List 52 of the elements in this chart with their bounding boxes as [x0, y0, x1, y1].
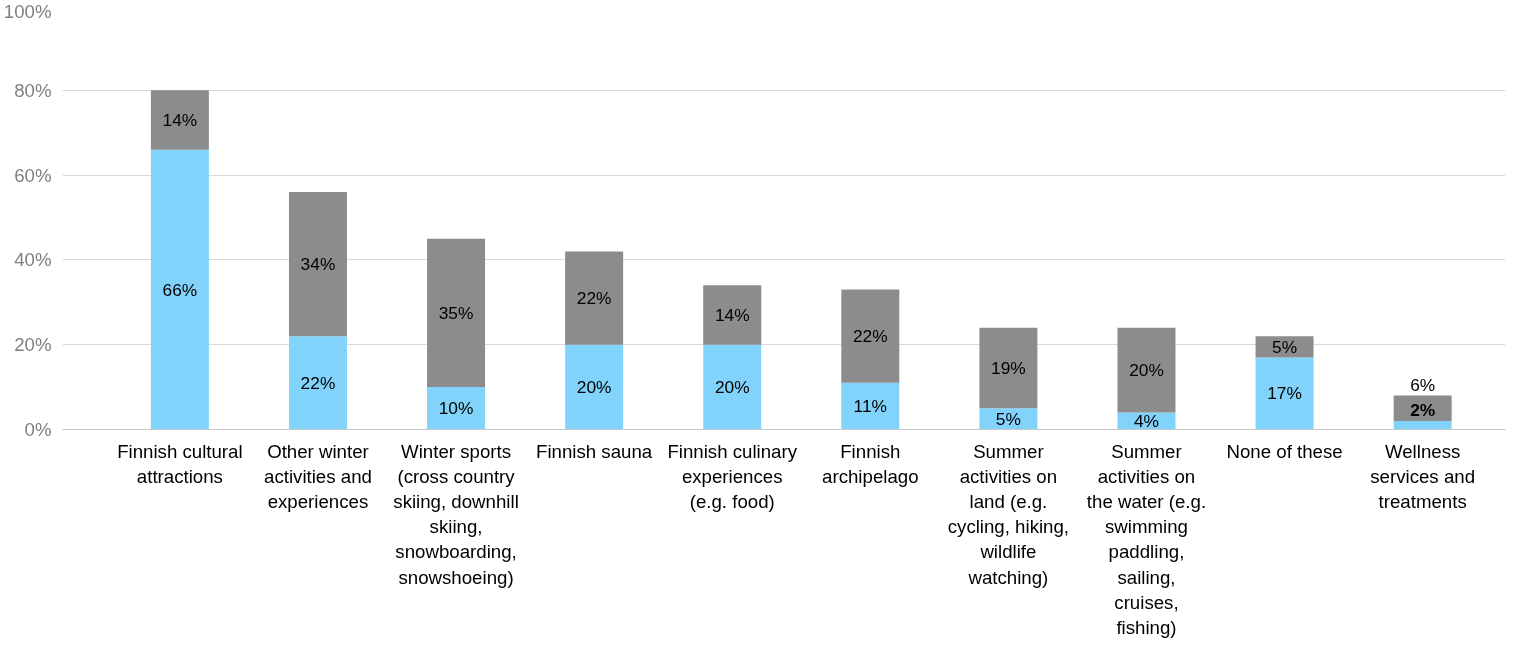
bar: [150, 149, 209, 430]
bar: [1117, 327, 1176, 413]
x-tick-label: Winter sports (cross country skiing, downhill skiing, snowboarding, snowshoeing): [393, 440, 519, 588]
data-label: 11%: [853, 396, 888, 417]
y-tick-label: 0%: [24, 419, 52, 440]
bar: [150, 90, 209, 150]
x-tick-label: Finnish cultural attractions: [117, 440, 243, 487]
x-tick-label: Finnish archipelago: [822, 440, 919, 487]
bar: [288, 192, 347, 337]
data-label: 22%: [300, 372, 336, 393]
x-tick-label: None of these: [1226, 440, 1343, 462]
x-tick-label: Wellness services and treatments: [1370, 440, 1476, 512]
x-tick-label: Finnish culinary experiences (e.g. food): [667, 440, 798, 512]
y-tick-label: 60%: [14, 164, 52, 186]
data-label: 35%: [438, 302, 474, 323]
y-tick-label: 100%: [3, 0, 52, 22]
y-tick-label: 80%: [14, 79, 52, 101]
data-label: 20%: [576, 377, 612, 398]
data-label: 22%: [576, 288, 612, 309]
data-label: 10%: [438, 398, 474, 419]
bar: [703, 285, 762, 345]
x-tick-label: Summer activities on land (e.g. cycling, hiking, wildlife watching): [947, 440, 1070, 588]
bar: [427, 238, 486, 388]
y-tick-label: 20%: [14, 334, 52, 356]
data-label: 19%: [991, 358, 1026, 379]
bar: [565, 344, 624, 430]
data-label: 5%: [995, 408, 1021, 429]
y-tick-label: 40%: [14, 249, 52, 271]
data-label: 20%: [1129, 360, 1164, 381]
bar: [565, 251, 624, 345]
data-label: 5%: [1272, 336, 1298, 357]
bar: [841, 289, 900, 383]
bar: [703, 344, 762, 430]
data-label: 66%: [162, 279, 198, 300]
data-label: 2%: [1410, 400, 1436, 421]
x-tick-label: Other winter activities and experiences: [264, 440, 372, 512]
bar: [841, 382, 900, 430]
data-label: 22%: [852, 326, 888, 347]
x-tick-label: Finnish sauna: [536, 440, 653, 462]
data-label: 6%: [1410, 374, 1436, 395]
x-tick-label: Summer activities on the water (e.g. swimming paddling, sailing, cruises, fishing): [1086, 440, 1207, 638]
data-label: 14%: [162, 109, 198, 130]
bar: [1393, 421, 1452, 430]
data-label: 34%: [300, 254, 336, 275]
data-label: 4%: [1133, 411, 1159, 432]
data-label: 14%: [714, 305, 750, 326]
data-label: 20%: [714, 377, 750, 398]
bar: [288, 336, 347, 430]
bar: [427, 387, 486, 430]
bar: [979, 327, 1038, 409]
data-label: 17%: [1267, 383, 1302, 404]
bar: [1255, 357, 1314, 430]
